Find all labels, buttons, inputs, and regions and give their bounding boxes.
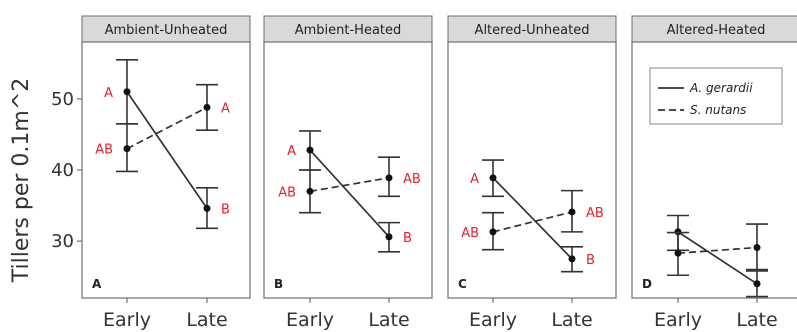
series-dashed: AB A bbox=[95, 83, 230, 173]
series-dashed: AB AB bbox=[461, 189, 604, 251]
strip-header bbox=[81, 15, 251, 43]
data-point bbox=[385, 174, 393, 182]
strip-label: Ambient-Heated bbox=[295, 23, 402, 38]
data-point bbox=[123, 88, 131, 96]
significance-label: A bbox=[104, 86, 113, 101]
data-point bbox=[568, 255, 576, 263]
data-point bbox=[203, 103, 211, 111]
x-tick-label: Early bbox=[654, 309, 702, 331]
x-tick-label: Early bbox=[103, 309, 151, 331]
significance-label: AB bbox=[403, 172, 421, 187]
legend-label: S. nutans bbox=[690, 103, 746, 117]
strip-label: Altered-Heated bbox=[667, 23, 766, 38]
panel-background bbox=[447, 41, 617, 299]
panel-corner-label: D bbox=[642, 277, 652, 291]
x-tick-label: Early bbox=[286, 309, 334, 331]
series-dashed: AB AB bbox=[278, 156, 421, 214]
significance-label: A bbox=[287, 144, 296, 159]
strip-header bbox=[631, 15, 797, 43]
significance-label: B bbox=[403, 231, 412, 246]
x-tick-label: Late bbox=[551, 309, 592, 331]
y-axis: 30 40 50 bbox=[51, 89, 82, 252]
data-point bbox=[674, 249, 682, 257]
data-point bbox=[203, 204, 211, 212]
strip-label: Altered-Unheated bbox=[475, 23, 590, 38]
significance-label: AB bbox=[95, 143, 113, 158]
significance-label: A bbox=[221, 101, 230, 116]
panel-background bbox=[263, 41, 433, 299]
series-line bbox=[126, 91, 208, 209]
y-tick-label: 30 bbox=[51, 231, 74, 252]
panel-corner-label: C bbox=[458, 277, 467, 291]
significance-label: AB bbox=[278, 185, 296, 200]
x-tick-label: Late bbox=[186, 309, 227, 331]
panel-corner-label: A bbox=[92, 277, 102, 291]
series-line bbox=[309, 149, 390, 238]
significance-label: AB bbox=[586, 206, 604, 221]
y-tick-label: 40 bbox=[51, 160, 74, 181]
legend-label: A. gerardii bbox=[689, 81, 753, 95]
data-point bbox=[385, 233, 393, 241]
strip-label: Ambient-Unheated bbox=[105, 23, 228, 38]
data-point bbox=[306, 146, 314, 154]
panel-background bbox=[81, 41, 251, 299]
panel-corner-label: B bbox=[274, 277, 283, 291]
series-dashed bbox=[667, 223, 768, 277]
data-point bbox=[489, 228, 497, 236]
series-solid: AB bbox=[287, 130, 412, 253]
significance-label: AB bbox=[461, 226, 479, 241]
series-line bbox=[492, 211, 573, 233]
significance-label: B bbox=[586, 253, 595, 268]
series-line bbox=[492, 177, 573, 260]
x-tick-label: Late bbox=[736, 309, 777, 331]
series-line bbox=[677, 231, 758, 285]
series-line bbox=[309, 176, 390, 193]
significance-label: A bbox=[470, 172, 479, 187]
series-solid: AB bbox=[470, 159, 595, 273]
y-axis-title: Tillers per 0.1m^2 bbox=[9, 78, 34, 284]
series-line bbox=[677, 246, 758, 255]
legend: A. gerardii S. nutans bbox=[649, 67, 783, 125]
data-point bbox=[123, 145, 131, 153]
data-point bbox=[568, 208, 576, 216]
y-tick-label: 50 bbox=[51, 89, 74, 110]
legend-box bbox=[649, 67, 783, 125]
panel-d: Altered-Heated Early Late D bbox=[631, 15, 797, 331]
significance-label: B bbox=[221, 202, 230, 217]
data-point bbox=[753, 280, 761, 288]
series-line bbox=[126, 106, 208, 150]
x-tick-label: Late bbox=[368, 309, 409, 331]
data-point bbox=[306, 187, 314, 195]
data-point bbox=[753, 244, 761, 252]
data-point bbox=[489, 174, 497, 182]
strip-header bbox=[447, 15, 617, 43]
x-tick-label: Early bbox=[469, 309, 517, 331]
